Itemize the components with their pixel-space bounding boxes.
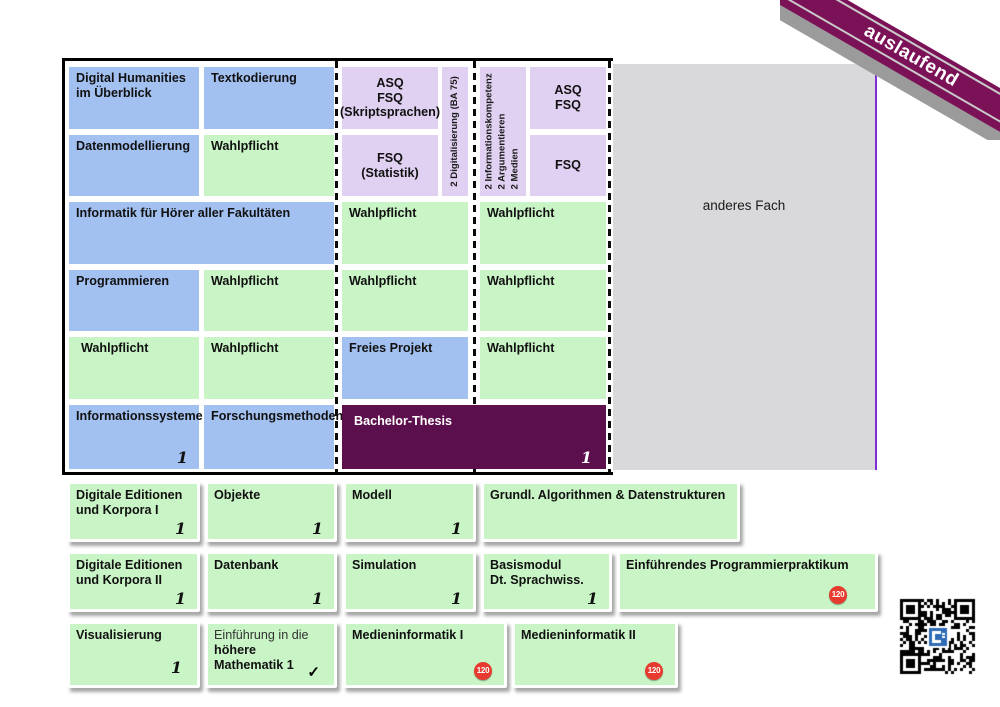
module-hoehere-mathematik: Einführung in die höhere Mathematik 1 ✓ [205, 621, 337, 688]
module-basismodul-sprachwiss: Basismodul Dt. Sprachwiss. 1 [481, 551, 612, 612]
module-label: Wahlpflicht [349, 274, 417, 288]
module-wahlpflicht: Wahlpflicht [204, 337, 334, 399]
module-wahlpflicht: Wahlpflicht [480, 270, 606, 331]
module-wahlpflicht: Wahlpflicht [69, 337, 199, 399]
module-wahlpflicht: Wahlpflicht [480, 337, 606, 399]
module-label: Wahlpflicht [81, 341, 149, 355]
module-grundl-algorithmen: Grundl. Algorithmen & Datenstrukturen [481, 481, 740, 542]
ects-120-badge: 120 [474, 662, 492, 680]
module-bachelor-thesis: Bachelor-Thesis 1 [342, 405, 606, 469]
module-medieninformatik-1: Medieninformatik I 120 [343, 621, 507, 688]
module-label: Informationssysteme [76, 409, 203, 423]
module-label: Wahlpflicht [211, 341, 279, 355]
handwritten-1-mark: 1 [176, 448, 188, 468]
module-label: Digital Humanities im Überblick [76, 71, 186, 100]
module-label: Objekte [214, 488, 261, 502]
module-label-intro: Einführung in die [214, 628, 309, 642]
ects-120-badge: 120 [829, 586, 847, 604]
module-label: ASQ FSQ (Skriptsprachen) [339, 75, 441, 120]
module-informationssysteme: Informationssysteme 1 [69, 405, 203, 469]
module-label: FSQ (Statistik) [361, 150, 419, 180]
module-label: Visualisierung [76, 628, 162, 642]
module-label: Programmieren [76, 274, 170, 288]
handwritten-1-mark: 1 [311, 518, 323, 538]
module-wahlpflicht: Wahlpflicht [342, 270, 468, 331]
handwritten-1-mark: 1 [174, 518, 186, 538]
module-fsq-statistik: FSQ (Statistik) [342, 135, 438, 196]
module-label: Wahlpflicht [487, 274, 555, 288]
module-label: Bachelor-Thesis [354, 414, 452, 428]
module-datenbank: Datenbank 1 [205, 551, 337, 612]
ects-120-badge: 120 [645, 662, 663, 680]
other-subject-label: anderes Fach [702, 198, 786, 213]
dashed-divider-right [608, 61, 611, 472]
module-datenmodellierung: Datenmodellierung [69, 135, 199, 196]
module-programmieren: Programmieren [69, 270, 199, 331]
dashed-divider-left [335, 61, 338, 472]
handwritten-1-mark: 1 [170, 657, 182, 677]
qr-code [898, 597, 978, 677]
module-simulation: Simulation 1 [343, 551, 476, 612]
module-informatik-hoerer: Informatik für Hörer aller Fakultäten [69, 202, 334, 264]
module-label: Modell [352, 488, 392, 502]
vertical-label: 2 Informationskompetenz 2 Argumentieren … [483, 73, 521, 190]
module-wahlpflicht: Wahlpflicht [204, 270, 334, 331]
module-visualisierung: Visualisierung 1 [67, 621, 200, 688]
module-label: Wahlpflicht [211, 139, 279, 153]
module-label: Datenbank [214, 558, 279, 572]
module-label: Medieninformatik I [352, 628, 464, 642]
module-label: Digitale Editionen und Korpora I [76, 488, 183, 518]
module-label: Einführendes Programmierpraktikum [626, 558, 849, 572]
module-modell: Modell 1 [343, 481, 476, 542]
handwritten-1-mark: 1 [450, 518, 462, 538]
module-digitale-editionen-2: Digitale Editionen und Korpora II 1 [67, 551, 200, 612]
module-forschungsmethoden: Forschungsmethoden [204, 405, 343, 469]
auslaufend-ribbon: auslaufend [780, 0, 1000, 140]
handwritten-1-mark: 1 [311, 588, 323, 608]
module-digital-humanities-ueberblick: Digital Humanities im Überblick [69, 67, 199, 129]
handwritten-1-mark: 1 [586, 588, 598, 608]
module-label: Freies Projekt [349, 341, 433, 355]
module-wahlpflicht: Wahlpflicht [204, 135, 334, 196]
module-label: Datenmodellierung [76, 139, 191, 153]
strip-digitalisierung: 2 Digitalisierung (BA 75) [442, 67, 468, 196]
dashed-divider-middle [473, 61, 476, 472]
check-mark: ✓ [307, 664, 320, 681]
vertical-label: 2 Digitalisierung (BA 75) [448, 76, 460, 187]
module-freies-projekt: Freies Projekt [342, 337, 468, 399]
module-label: Digitale Editionen und Korpora II [76, 558, 183, 588]
module-textkodierung: Textkodierung [204, 67, 334, 129]
module-programmierpraktikum: Einführendes Programmierpraktikum 120 [617, 551, 878, 612]
module-label: Wahlpflicht [211, 274, 279, 288]
module-label: Medieninformatik II [521, 628, 636, 642]
module-label: Basismodul Dt. Sprachwiss. [490, 558, 584, 588]
module-label: Forschungsmethoden [211, 409, 344, 423]
module-objekte: Objekte 1 [205, 481, 337, 542]
module-label: Textkodierung [211, 71, 297, 85]
module-wahlpflicht: Wahlpflicht [480, 202, 606, 264]
module-label: Wahlpflicht [487, 206, 555, 220]
handwritten-1-mark: 1 [580, 448, 592, 468]
module-medieninformatik-2: Medieninformatik II 120 [512, 621, 678, 688]
module-label: Informatik für Hörer aller Fakultäten [76, 206, 291, 220]
module-label: ASQ FSQ [554, 83, 582, 112]
module-label: Wahlpflicht [487, 341, 555, 355]
other-subject-area: anderes Fach [613, 64, 877, 470]
module-wahlpflicht: Wahlpflicht [342, 202, 468, 264]
module-label: Simulation [352, 558, 417, 572]
module-asq-fsq: ASQ FSQ [530, 67, 606, 129]
module-label: FSQ [555, 158, 581, 173]
module-label: höhere Mathematik 1 [214, 643, 294, 673]
handwritten-1-mark: 1 [450, 588, 462, 608]
strip-schluesselqualifikationen: 2 Informationskompetenz 2 Argumentieren … [480, 67, 526, 196]
module-label: Wahlpflicht [349, 206, 417, 220]
handwritten-1-mark: 1 [174, 588, 186, 608]
module-label: Grundl. Algorithmen & Datenstrukturen [490, 488, 726, 502]
module-asq-fsq-skriptsprachen: ASQ FSQ (Skriptsprachen) [339, 67, 441, 129]
module-fsq: FSQ [530, 135, 606, 196]
